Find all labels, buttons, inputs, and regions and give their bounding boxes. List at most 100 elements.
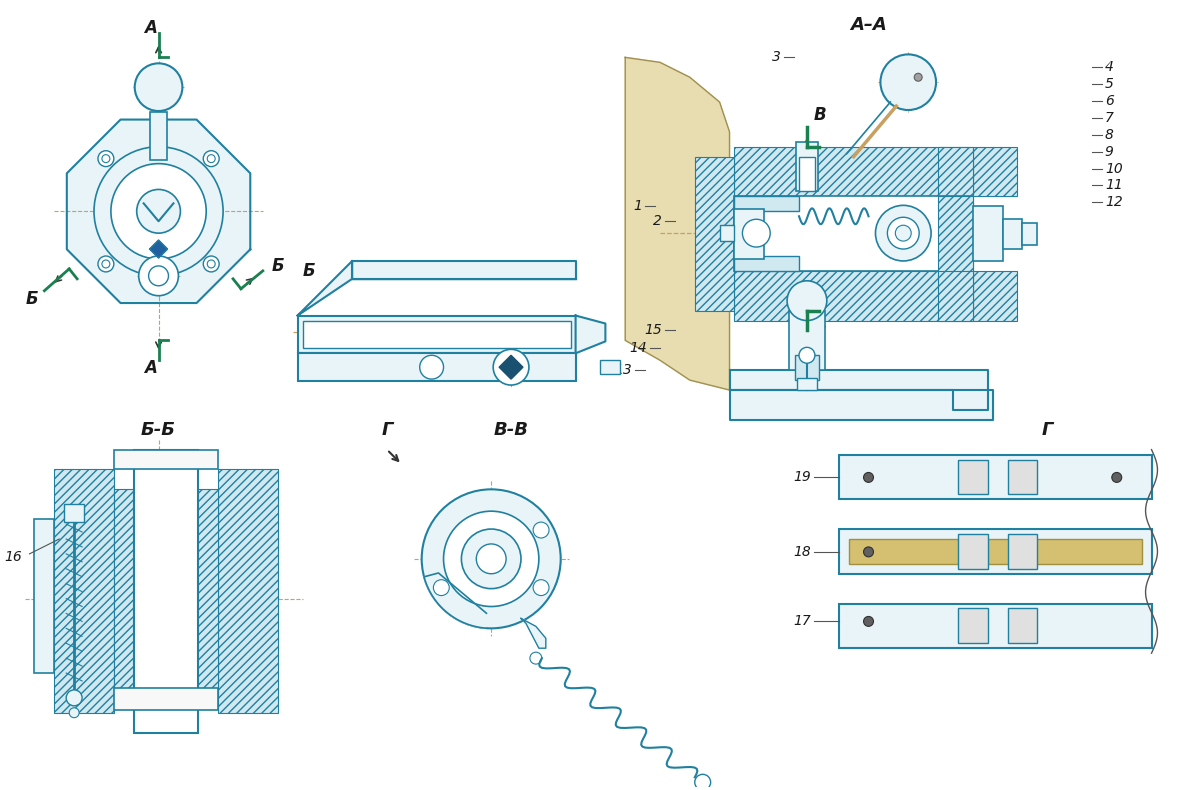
- Bar: [789, 310, 825, 371]
- Bar: [601, 360, 620, 374]
- Bar: [797, 378, 816, 390]
- Bar: [1002, 220, 1022, 249]
- Bar: [839, 454, 1152, 499]
- Bar: [839, 529, 1152, 574]
- Text: Б: Б: [271, 257, 284, 275]
- Text: Г: Г: [1041, 421, 1053, 438]
- Bar: [734, 209, 764, 259]
- Polygon shape: [625, 58, 729, 390]
- Bar: [839, 604, 1152, 649]
- Text: 5: 5: [1104, 77, 1114, 91]
- Text: В: В: [814, 323, 827, 341]
- Polygon shape: [729, 390, 992, 419]
- Text: 13: 13: [614, 363, 632, 377]
- Text: Г: Г: [381, 421, 393, 438]
- Circle shape: [139, 256, 178, 295]
- Circle shape: [743, 220, 770, 247]
- Bar: [734, 147, 972, 197]
- Bar: [298, 353, 576, 381]
- Text: 12: 12: [1104, 195, 1122, 209]
- Text: 14: 14: [630, 341, 647, 356]
- Bar: [796, 141, 818, 191]
- Bar: [734, 271, 972, 321]
- Bar: [958, 608, 988, 643]
- Text: 10: 10: [1104, 162, 1122, 175]
- Circle shape: [533, 522, 549, 538]
- Bar: [958, 460, 988, 495]
- Circle shape: [203, 256, 219, 272]
- Circle shape: [98, 256, 114, 272]
- Bar: [695, 156, 734, 310]
- Polygon shape: [729, 371, 988, 410]
- Bar: [298, 315, 576, 353]
- Circle shape: [102, 155, 109, 163]
- Bar: [302, 321, 571, 348]
- Circle shape: [876, 205, 931, 261]
- Circle shape: [864, 547, 873, 557]
- Circle shape: [433, 580, 450, 596]
- Polygon shape: [521, 619, 546, 649]
- Circle shape: [787, 280, 827, 321]
- Circle shape: [67, 690, 82, 705]
- Text: 11: 11: [1104, 179, 1122, 193]
- Circle shape: [94, 147, 223, 276]
- Circle shape: [420, 356, 444, 379]
- Circle shape: [462, 529, 521, 589]
- Bar: [972, 147, 1017, 197]
- Text: В-В: В-В: [494, 421, 528, 438]
- Polygon shape: [499, 356, 522, 379]
- Bar: [972, 206, 1002, 261]
- Bar: [734, 256, 798, 271]
- Circle shape: [533, 580, 549, 596]
- Circle shape: [444, 511, 539, 607]
- Circle shape: [137, 190, 181, 233]
- Polygon shape: [67, 119, 250, 303]
- Text: В: В: [814, 106, 827, 124]
- Circle shape: [695, 774, 710, 790]
- Bar: [734, 197, 972, 271]
- Text: 17: 17: [794, 615, 810, 628]
- Bar: [1008, 460, 1038, 495]
- Circle shape: [1111, 472, 1122, 483]
- Circle shape: [864, 616, 873, 626]
- Circle shape: [203, 151, 219, 167]
- Circle shape: [476, 544, 506, 574]
- Bar: [114, 450, 218, 469]
- Bar: [35, 519, 55, 673]
- Bar: [193, 489, 218, 698]
- Circle shape: [493, 349, 528, 385]
- Polygon shape: [352, 261, 576, 279]
- Text: Б: Б: [302, 261, 315, 280]
- Bar: [848, 539, 1141, 564]
- Bar: [218, 469, 277, 713]
- Bar: [1008, 608, 1038, 643]
- Bar: [734, 197, 798, 211]
- Circle shape: [914, 73, 922, 81]
- Bar: [938, 147, 972, 321]
- Bar: [114, 688, 218, 709]
- Circle shape: [895, 225, 912, 241]
- Text: 8: 8: [1104, 128, 1114, 142]
- Text: Б: Б: [26, 290, 39, 307]
- Circle shape: [864, 472, 873, 483]
- Text: Б-Б: Б-Б: [142, 421, 176, 438]
- Text: 18: 18: [794, 545, 810, 559]
- Circle shape: [798, 348, 815, 363]
- Bar: [64, 504, 84, 522]
- Bar: [958, 534, 988, 569]
- Text: А: А: [144, 359, 157, 377]
- Circle shape: [102, 260, 109, 268]
- Circle shape: [134, 63, 182, 111]
- Bar: [938, 197, 972, 271]
- Bar: [798, 156, 815, 191]
- Circle shape: [207, 260, 215, 268]
- Polygon shape: [576, 315, 606, 353]
- Bar: [114, 489, 142, 698]
- Text: А–А: А–А: [850, 16, 887, 34]
- Text: 7: 7: [1104, 111, 1114, 125]
- Text: 3: 3: [772, 51, 781, 65]
- Circle shape: [888, 217, 919, 249]
- Circle shape: [530, 653, 541, 664]
- Text: А: А: [144, 19, 157, 36]
- Text: 1: 1: [633, 199, 643, 213]
